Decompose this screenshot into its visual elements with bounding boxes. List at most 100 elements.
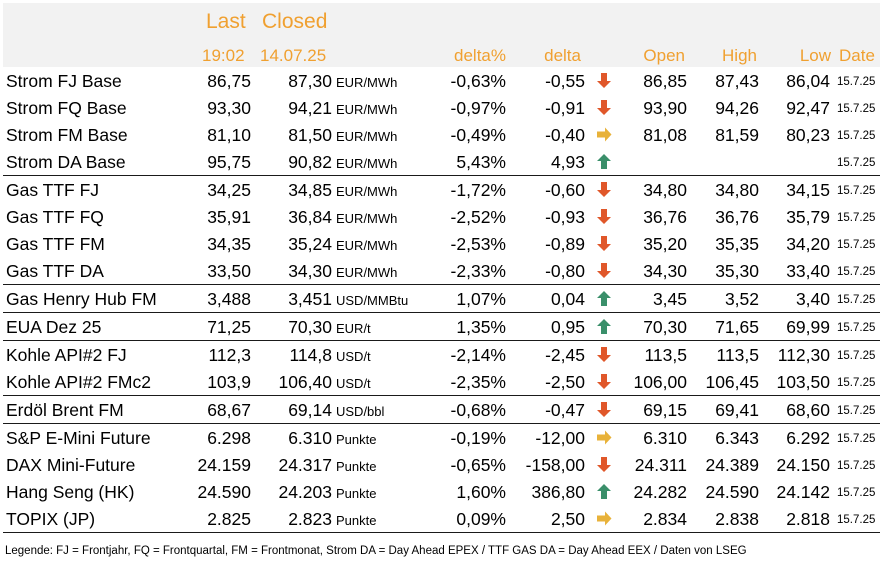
open-value: 86,85	[643, 71, 687, 91]
high-value: 24.590	[705, 482, 759, 502]
unit: Punkte	[336, 459, 377, 474]
table-row: Gas TTF FM 34,35 35,24 EUR/MWh -2,53% -0,89 35…	[3, 230, 880, 257]
table-row: Gas TTF FJ 34,25 34,85 EUR/MWh -1,72% -0,60 34…	[3, 175, 880, 203]
trend-down-arrow-icon	[596, 346, 612, 363]
delta-value: 386,80	[531, 482, 585, 502]
unit: USD/bbl	[336, 404, 385, 419]
instrument-name: Gas TTF FM	[6, 234, 105, 254]
unit: EUR/MWh	[336, 265, 398, 280]
low-value: 24.150	[776, 455, 830, 475]
delta-pct-value: 5,43%	[456, 152, 506, 172]
high-value: 24.389	[705, 455, 759, 475]
open-value: 34,30	[643, 261, 687, 281]
open-value: 24.282	[633, 482, 687, 502]
unit: EUR/MWh	[336, 102, 398, 117]
delta-value: -2,45	[545, 345, 585, 365]
unit: EUR/MWh	[336, 129, 398, 144]
instrument-name: Gas Henry Hub FM	[6, 289, 157, 309]
high-value: 2.838	[715, 509, 759, 529]
trend-down-arrow-icon	[596, 72, 612, 89]
high-value: 113,5	[716, 345, 760, 365]
delta-value: -0,47	[545, 400, 585, 420]
closed-value: 36,84	[288, 207, 332, 227]
date-value: 15.7.25	[837, 294, 876, 306]
delta-pct-value: -2,33%	[450, 261, 506, 281]
unit: EUR/MWh	[336, 211, 398, 226]
high-value: 6.343	[715, 428, 759, 448]
trend-down-arrow-icon	[596, 373, 612, 390]
date-value: 15.7.25	[837, 130, 876, 142]
header-open: Open	[643, 46, 685, 65]
open-value: 6.310	[643, 428, 687, 448]
low-value: 103,50	[776, 372, 830, 392]
date-value: 15.7.25	[837, 239, 876, 251]
last-value: 34,35	[207, 234, 251, 254]
table-row: EUA Dez 25 71,25 70,30 EUR/t 1,35% 0,95 70,30 7…	[3, 312, 880, 340]
delta-pct-value: -0,49%	[450, 125, 506, 145]
table-row: Strom DA Base 95,75 90,82 EUR/MWh 5,43% 4,93 1…	[3, 148, 880, 175]
delta-value: -12,00	[535, 428, 585, 448]
open-value: 3,45	[652, 289, 687, 309]
last-value: 86,75	[207, 71, 251, 91]
table-body: Strom FJ Base 86,75 87,30 EUR/MWh -0,63% -0,5…	[3, 67, 880, 532]
date-value: 15.7.25	[837, 377, 876, 389]
last-value: 103,9	[207, 372, 251, 392]
date-value: 15.7.25	[837, 350, 876, 362]
delta-pct-value: -0,68%	[450, 400, 506, 420]
last-value: 2.825	[207, 509, 251, 529]
table-header: Last Closed 19:02 14.07.25 delta% delta …	[3, 3, 880, 67]
open-value: 2.834	[643, 509, 687, 529]
high-value: 69,41	[715, 400, 759, 420]
high-value: 87,43	[715, 71, 759, 91]
table-row: Strom FM Base 81,10 81,50 EUR/MWh -0,49% -0,4…	[3, 121, 880, 148]
closed-value: 35,24	[288, 234, 332, 254]
delta-value: -0,55	[545, 71, 585, 91]
high-value: 36,76	[715, 207, 759, 227]
instrument-name: Erdöl Brent FM	[6, 400, 124, 420]
trend-flat-arrow-icon	[596, 126, 612, 143]
trend-down-arrow-icon	[596, 262, 612, 279]
closed-value: 94,21	[288, 98, 332, 118]
last-value: 34,25	[207, 180, 251, 200]
low-value: 92,47	[786, 98, 830, 118]
delta-pct-value: -2,53%	[450, 234, 506, 254]
instrument-name: Gas TTF FJ	[6, 180, 100, 200]
closed-value: 2.823	[288, 509, 332, 529]
delta-value: -0,93	[545, 207, 585, 227]
header-delta: delta	[544, 46, 581, 65]
date-value: 15.7.25	[837, 212, 876, 224]
date-value: 15.7.25	[837, 266, 876, 278]
open-value: 106,00	[633, 372, 687, 392]
delta-pct-value: 1,07%	[456, 289, 506, 309]
table-bottom-border	[3, 532, 880, 533]
closed-value: 34,30	[288, 261, 332, 281]
table-row: Kohle API#2 FMc2 103,9 106,40 USD/t -2,35% -2…	[3, 368, 880, 395]
last-value: 24.159	[197, 455, 251, 475]
high-value: 106,45	[705, 372, 759, 392]
last-value: 3,488	[207, 289, 251, 309]
legend-note: Legende: FJ = Frontjahr, FQ = Frontquart…	[5, 545, 747, 557]
trend-up-arrow-icon	[596, 153, 612, 170]
unit: EUR/MWh	[336, 238, 398, 253]
closed-value: 24.203	[278, 482, 332, 502]
delta-value: 4,93	[550, 152, 585, 172]
unit: Punkte	[336, 486, 377, 501]
delta-pct-value: -0,97%	[450, 98, 506, 118]
unit: Punkte	[336, 513, 377, 528]
low-value: 24.142	[776, 482, 830, 502]
low-value: 33,40	[786, 261, 830, 281]
delta-value: -158,00	[525, 455, 585, 475]
last-value: 81,10	[207, 125, 251, 145]
delta-value: 0,04	[550, 289, 585, 309]
open-value: 93,90	[643, 98, 687, 118]
table-row: Gas TTF DA 33,50 34,30 EUR/MWh -2,33% -0,80 34…	[3, 257, 880, 284]
high-value: 81,59	[715, 125, 759, 145]
open-value: 113,5	[644, 345, 688, 365]
high-value: 34,80	[715, 180, 759, 200]
header-date: Date	[839, 46, 875, 65]
date-value: 15.7.25	[837, 405, 876, 417]
last-value: 93,30	[207, 98, 251, 118]
unit: EUR/MWh	[336, 156, 398, 171]
last-value: 33,50	[207, 261, 251, 281]
table-row: Kohle API#2 FJ 112,3 114,8 USD/t -2,14% -2,45…	[3, 340, 880, 368]
